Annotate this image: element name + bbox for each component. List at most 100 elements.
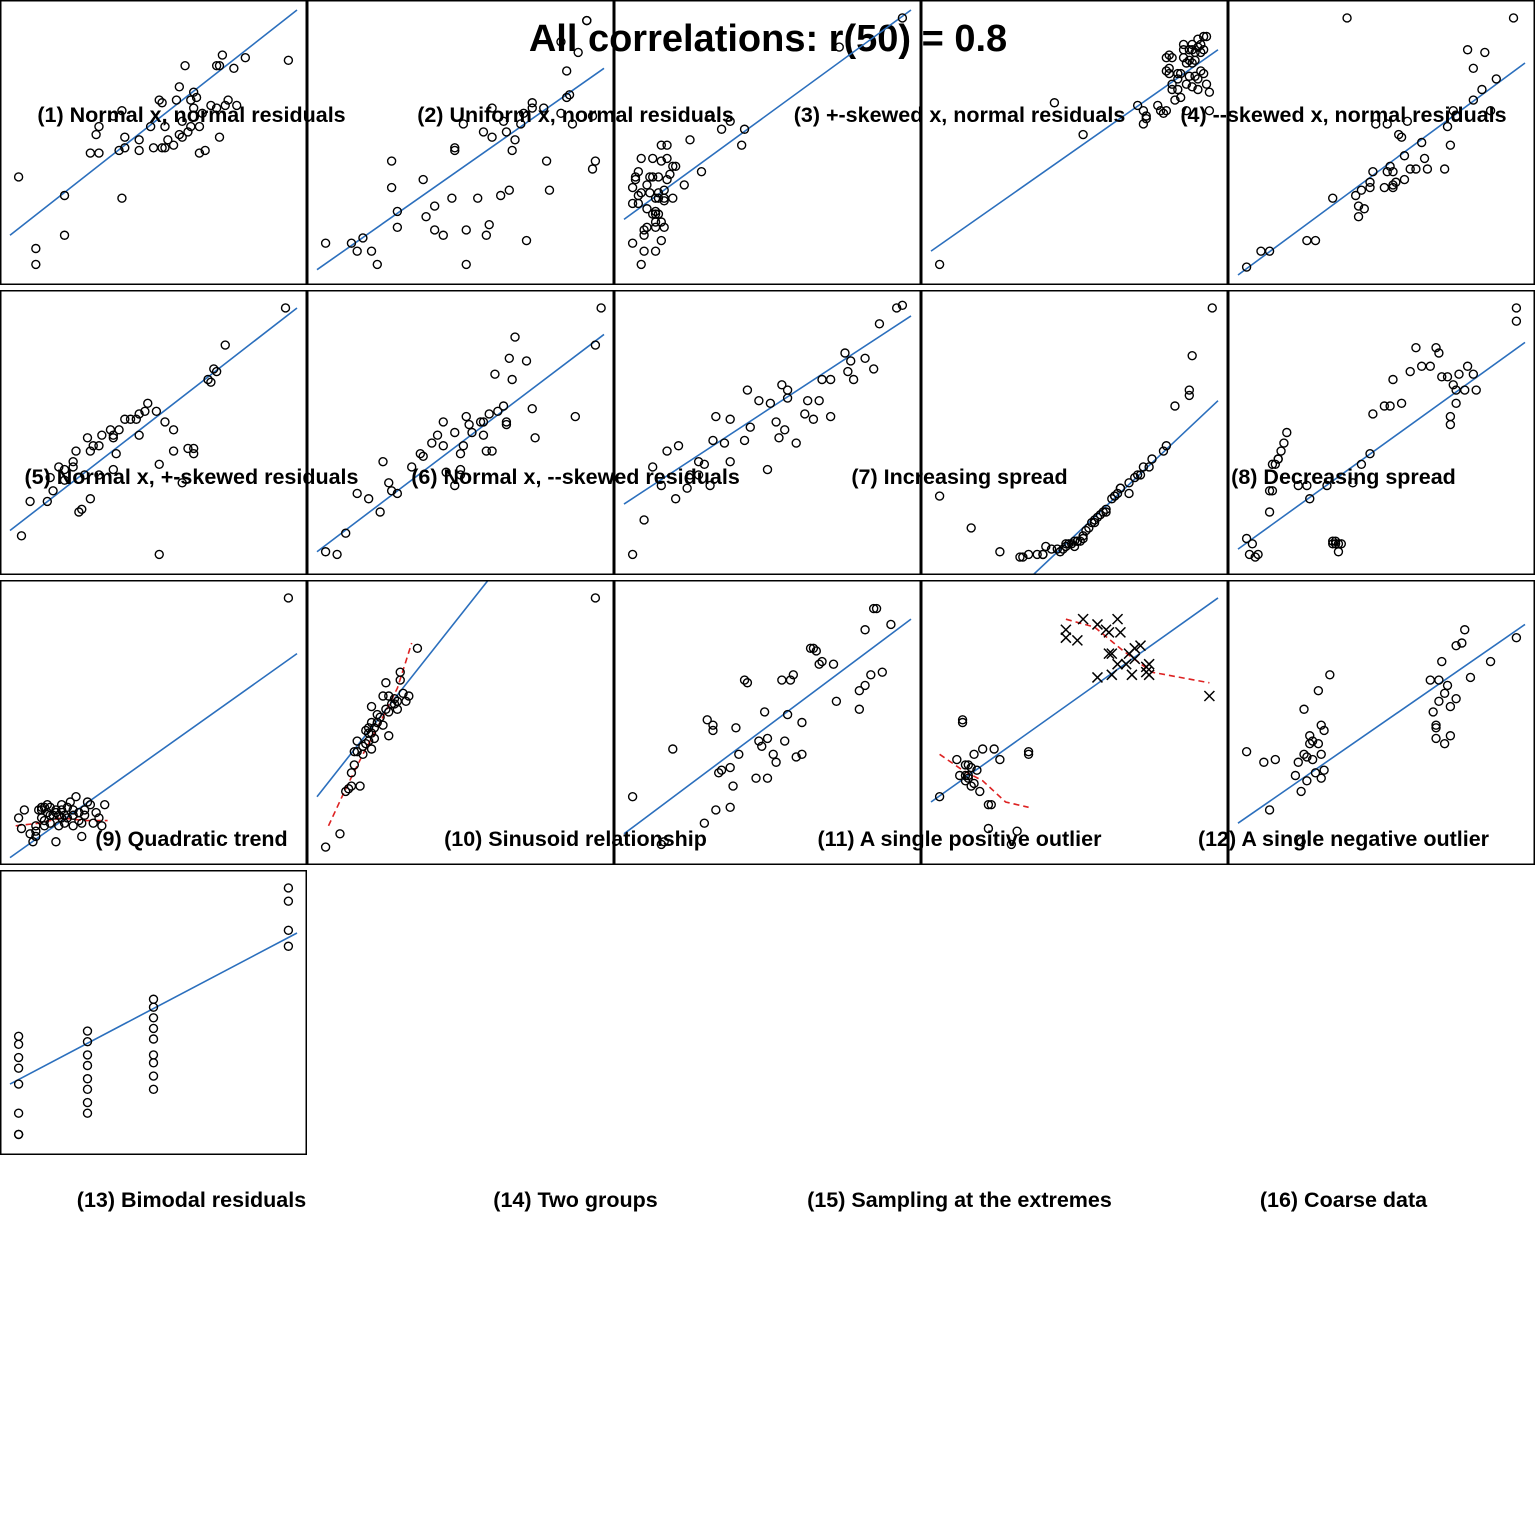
data-point	[739, 435, 750, 446]
data-point	[461, 259, 471, 270]
plot-frame	[921, 0, 1228, 285]
data-point	[1316, 773, 1326, 783]
data-point	[633, 190, 644, 201]
data-point	[475, 417, 486, 427]
data-point	[1161, 105, 1172, 116]
data-point	[1069, 541, 1080, 552]
data-point	[68, 456, 78, 467]
loess-line	[939, 753, 1029, 809]
data-point	[1382, 166, 1392, 177]
plot-frame	[307, 580, 614, 865]
data-point	[1468, 95, 1479, 105]
data-point	[283, 941, 294, 951]
data-point	[1087, 517, 1097, 528]
data-point	[653, 172, 664, 182]
data-point	[1302, 480, 1312, 491]
data-point	[85, 494, 96, 504]
data-point	[160, 121, 170, 132]
data-point	[662, 140, 672, 150]
data-point	[561, 66, 572, 76]
data-point	[1425, 675, 1435, 685]
data-point	[530, 433, 540, 443]
data-point	[854, 704, 865, 714]
data-point	[659, 196, 669, 206]
data-point	[31, 826, 41, 836]
data-point	[1448, 105, 1458, 116]
data-point	[633, 198, 644, 209]
data-point	[220, 340, 230, 350]
regression-line	[623, 315, 912, 505]
data-point	[952, 754, 962, 765]
data-point	[120, 132, 130, 142]
data-point	[1379, 401, 1390, 411]
data-point	[762, 464, 773, 475]
data-point	[702, 715, 712, 725]
data-point	[1319, 765, 1329, 775]
data-point	[1066, 539, 1077, 549]
data-point	[188, 87, 199, 97]
data-point	[484, 219, 494, 230]
data-point	[868, 603, 879, 614]
data-point	[82, 1036, 93, 1047]
data-point	[438, 441, 448, 451]
panel-title: (3) +-skewed x, normal residuals	[793, 103, 1126, 127]
data-point	[1173, 84, 1183, 95]
data-point	[501, 417, 512, 427]
data-point	[194, 148, 205, 158]
data-point	[214, 60, 225, 71]
data-point	[45, 472, 55, 483]
data-point	[194, 121, 205, 132]
data-point	[25, 496, 35, 507]
data-point	[590, 593, 601, 603]
data-point	[1322, 480, 1332, 491]
data-point	[1313, 738, 1324, 749]
data-point	[659, 222, 669, 233]
data-point	[983, 823, 994, 834]
data-point	[734, 749, 744, 760]
data-point	[45, 802, 55, 813]
data-point	[82, 1050, 93, 1060]
scatter-plot	[1228, 290, 1535, 575]
data-point	[1046, 544, 1057, 554]
plot-frame	[614, 580, 921, 865]
data-point	[1439, 164, 1450, 174]
data-point	[705, 111, 715, 121]
data-point	[1201, 79, 1212, 89]
data-point	[1448, 380, 1458, 390]
data-point	[656, 839, 667, 850]
data-point	[206, 377, 216, 387]
data-point	[1155, 105, 1166, 116]
data-point	[1485, 105, 1496, 116]
data-point	[1451, 398, 1461, 409]
data-point	[771, 757, 781, 767]
data-point	[1431, 343, 1441, 353]
data-point	[1434, 696, 1444, 707]
data-point	[1081, 525, 1091, 536]
plot-frame	[614, 0, 921, 285]
data-point	[1161, 66, 1172, 76]
data-point	[418, 174, 428, 185]
data-point	[143, 398, 153, 409]
data-point	[209, 364, 219, 374]
data-point	[725, 802, 735, 813]
data-point	[966, 781, 976, 791]
data-point	[659, 185, 669, 195]
data-point	[1359, 204, 1369, 214]
data-point	[13, 1129, 24, 1140]
data-point	[36, 813, 47, 823]
data-point	[68, 462, 78, 472]
data-point	[148, 1071, 159, 1081]
data-point-cross	[1129, 653, 1141, 665]
data-point	[1015, 552, 1025, 562]
data-point	[217, 50, 228, 60]
data-point	[957, 715, 968, 725]
data-point	[504, 353, 514, 364]
data-point	[59, 475, 70, 485]
data-point	[349, 760, 360, 770]
data-point	[504, 185, 514, 195]
data-point	[48, 486, 58, 496]
data-point	[429, 201, 440, 211]
data-point	[1480, 47, 1490, 58]
data-point	[1184, 55, 1194, 66]
data-point	[1267, 459, 1278, 470]
